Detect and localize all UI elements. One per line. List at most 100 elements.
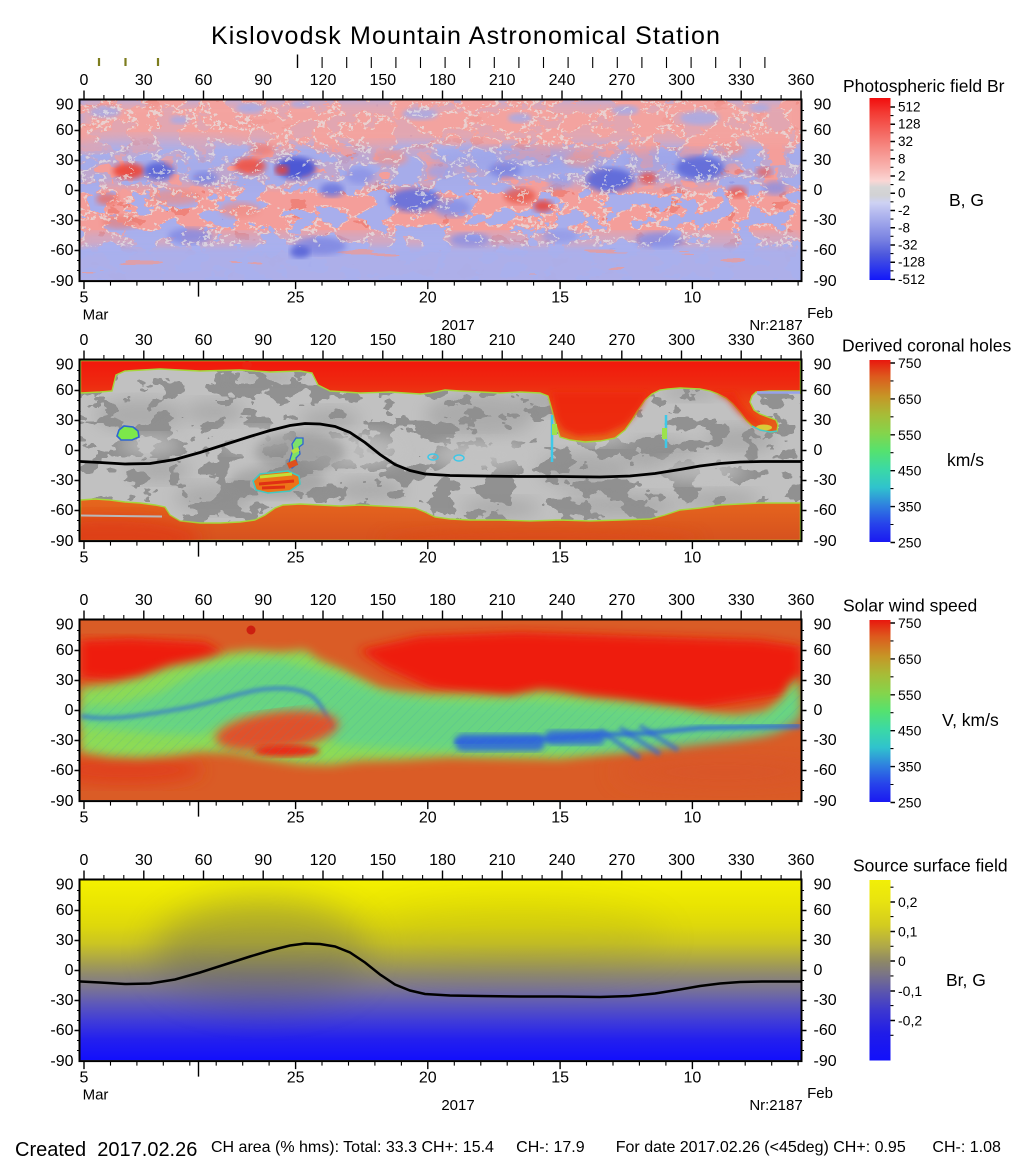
svg-text:90: 90 [56, 97, 74, 114]
svg-text:20: 20 [419, 810, 437, 827]
svg-text:0: 0 [814, 442, 823, 459]
svg-text:512: 512 [898, 100, 921, 115]
svg-text:Mar: Mar [83, 307, 109, 324]
svg-text:330: 330 [728, 852, 755, 869]
svg-text:0: 0 [80, 852, 89, 869]
svg-text:300: 300 [668, 852, 695, 869]
svg-text:-60: -60 [814, 762, 837, 779]
svg-text:30: 30 [56, 152, 74, 169]
svg-text:-60: -60 [814, 1022, 837, 1039]
svg-text:-2: -2 [898, 203, 910, 218]
svg-text:30: 30 [56, 672, 74, 689]
svg-text:-60: -60 [814, 502, 837, 519]
svg-text:-30: -30 [814, 472, 837, 489]
svg-text:150: 150 [369, 332, 396, 349]
svg-text:60: 60 [814, 122, 832, 139]
svg-text:0: 0 [814, 702, 823, 719]
svg-text:550: 550 [898, 687, 922, 703]
svg-text:300: 300 [668, 332, 695, 349]
svg-text:CH area (% hms): Total: 33.3 C: CH area (% hms): Total: 33.3 CH+: 15.4 C… [211, 1139, 1001, 1156]
svg-text:0: 0 [65, 442, 74, 459]
svg-text:0: 0 [814, 182, 823, 199]
svg-text:0: 0 [80, 72, 89, 89]
svg-text:10: 10 [684, 550, 702, 567]
svg-text:0: 0 [898, 186, 906, 201]
svg-text:120: 120 [310, 592, 337, 609]
svg-text:-128: -128 [898, 255, 925, 270]
svg-text:330: 330 [728, 72, 755, 89]
svg-text:-60: -60 [50, 1022, 73, 1039]
svg-text:60: 60 [195, 592, 213, 609]
svg-text:250: 250 [898, 535, 922, 551]
svg-text:10: 10 [684, 1070, 702, 1087]
svg-text:20: 20 [419, 290, 437, 307]
svg-text:30: 30 [814, 412, 832, 429]
svg-text:60: 60 [195, 72, 213, 89]
svg-text:-30: -30 [814, 732, 837, 749]
svg-text:300: 300 [668, 592, 695, 609]
svg-text:240: 240 [549, 332, 576, 349]
svg-text:-90: -90 [50, 793, 73, 810]
svg-text:10: 10 [684, 290, 702, 307]
svg-text:5: 5 [80, 810, 89, 827]
svg-text:-8: -8 [898, 220, 910, 235]
svg-text:-90: -90 [814, 533, 837, 550]
svg-text:-0,2: -0,2 [898, 1013, 922, 1029]
svg-text:30: 30 [814, 672, 832, 689]
svg-text:30: 30 [56, 412, 74, 429]
svg-text:-30: -30 [50, 212, 73, 229]
svg-text:180: 180 [429, 592, 456, 609]
svg-text:180: 180 [429, 852, 456, 869]
svg-text:350: 350 [898, 759, 922, 775]
svg-text:-30: -30 [50, 472, 73, 489]
svg-text:120: 120 [310, 852, 337, 869]
svg-text:90: 90 [254, 332, 272, 349]
svg-text:-90: -90 [814, 793, 837, 810]
svg-text:Solar wind speed: Solar wind speed [843, 596, 977, 616]
svg-text:Nr:2187: Nr:2187 [749, 317, 802, 334]
svg-text:20: 20 [419, 1070, 437, 1087]
svg-text:90: 90 [814, 877, 832, 894]
svg-text:8: 8 [898, 151, 906, 166]
svg-text:270: 270 [608, 332, 635, 349]
svg-text:270: 270 [608, 72, 635, 89]
svg-text:210: 210 [489, 72, 516, 89]
svg-text:Created 2017.02.26: Created 2017.02.26 [15, 1139, 197, 1161]
svg-text:15: 15 [551, 550, 569, 567]
svg-text:-60: -60 [50, 762, 73, 779]
svg-text:90: 90 [56, 877, 74, 894]
svg-text:-90: -90 [814, 1053, 837, 1070]
svg-text:25: 25 [287, 290, 305, 307]
svg-text:330: 330 [728, 592, 755, 609]
svg-text:-90: -90 [50, 273, 73, 290]
svg-text:360: 360 [788, 852, 815, 869]
svg-text:360: 360 [788, 592, 815, 609]
svg-text:450: 450 [898, 723, 922, 739]
svg-text:60: 60 [56, 902, 74, 919]
svg-text:Derived coronal holes: Derived coronal holes [842, 336, 1012, 356]
svg-text:km/s: km/s [947, 450, 984, 470]
svg-text:0: 0 [80, 592, 89, 609]
svg-text:90: 90 [56, 617, 74, 634]
svg-text:210: 210 [489, 332, 516, 349]
svg-text:60: 60 [195, 852, 213, 869]
svg-text:360: 360 [788, 332, 815, 349]
svg-text:5: 5 [80, 550, 89, 567]
svg-text:0: 0 [898, 953, 906, 969]
svg-text:120: 120 [310, 72, 337, 89]
svg-text:250: 250 [898, 795, 922, 811]
svg-text:180: 180 [429, 72, 456, 89]
svg-text:0: 0 [65, 962, 74, 979]
svg-text:750: 750 [898, 615, 922, 631]
svg-text:-30: -30 [814, 992, 837, 1009]
svg-text:25: 25 [287, 1070, 305, 1087]
svg-text:90: 90 [814, 617, 832, 634]
svg-text:90: 90 [814, 357, 832, 374]
svg-text:450: 450 [898, 463, 922, 479]
svg-text:Br, G: Br, G [946, 970, 986, 990]
svg-text:20: 20 [419, 550, 437, 567]
svg-text:90: 90 [814, 97, 832, 114]
svg-text:-60: -60 [814, 242, 837, 259]
svg-text:60: 60 [195, 332, 213, 349]
svg-text:650: 650 [898, 391, 922, 407]
